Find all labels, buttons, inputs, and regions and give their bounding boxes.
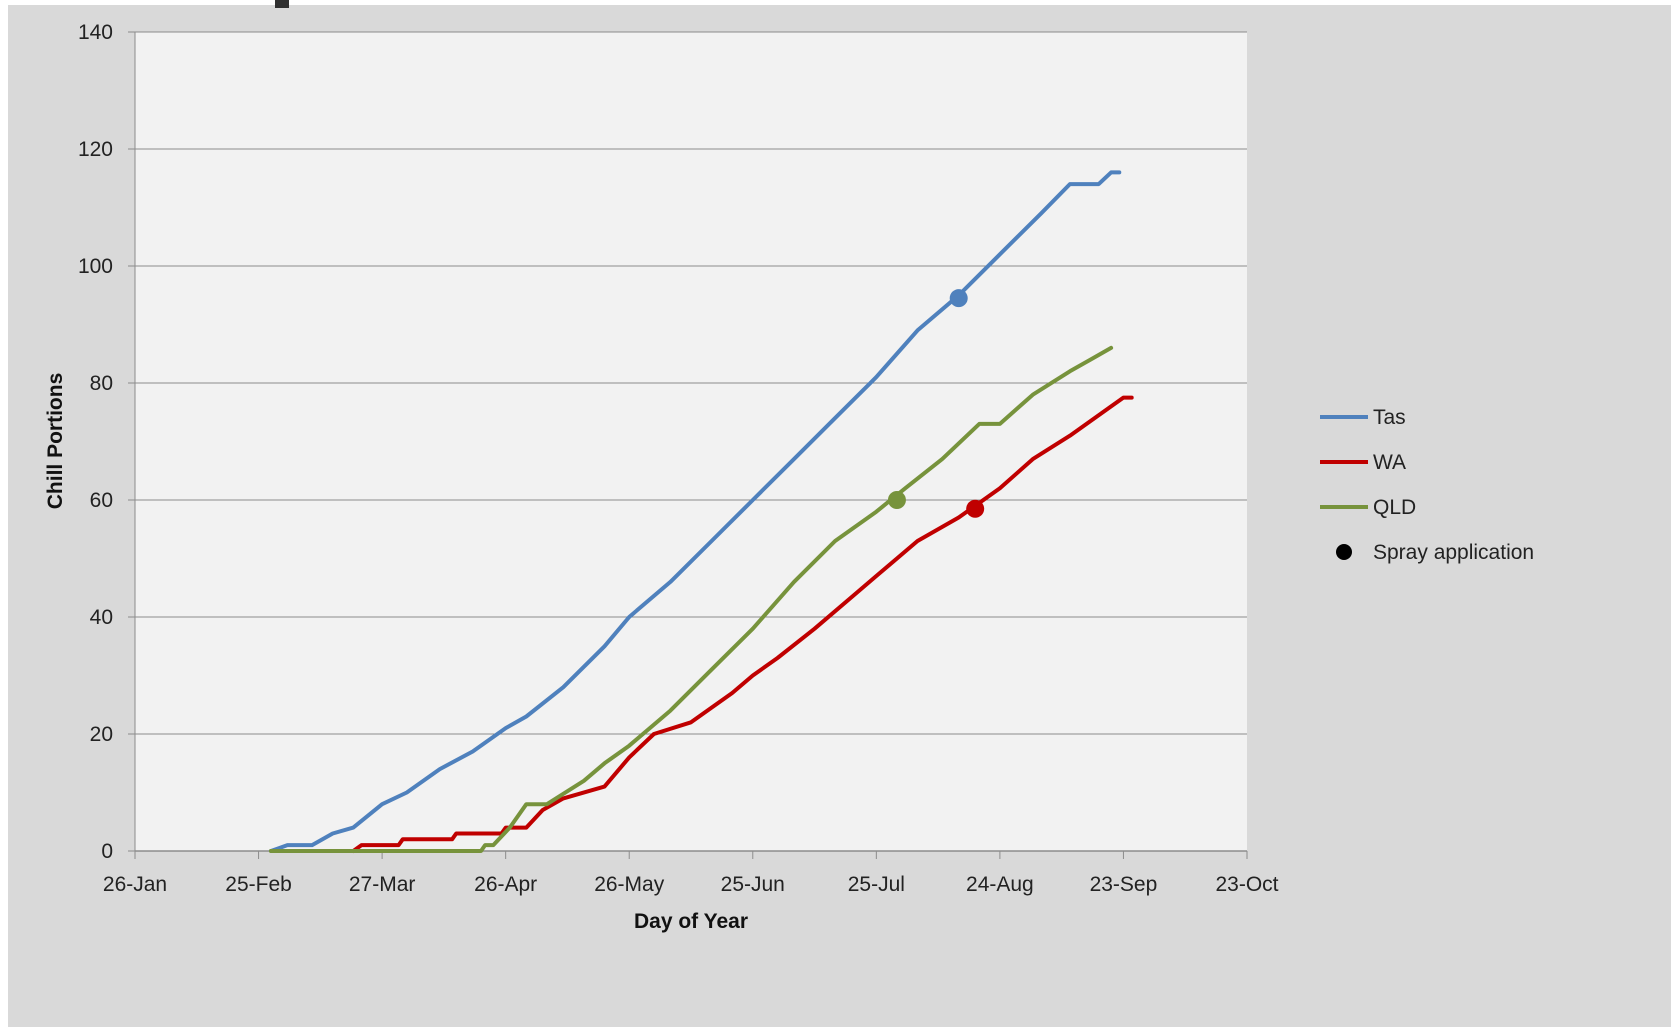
plot-area: [135, 32, 1247, 851]
y-tick-label: 120: [78, 138, 113, 161]
legend-label: QLD: [1373, 496, 1416, 519]
y-tick-label: 80: [90, 372, 113, 395]
x-tick-label: 25-Jul: [848, 873, 905, 896]
spray-marker-tas: [949, 289, 968, 308]
x-tick-label: 27-Mar: [349, 873, 416, 896]
x-tick-label: 24-Aug: [966, 873, 1034, 896]
y-tick-labels: 0 20 40 60 80 100 120 140: [78, 21, 113, 863]
spray-marker-wa: [966, 499, 985, 518]
y-tick-label: 40: [90, 606, 113, 629]
top-edge-mark: [275, 0, 289, 8]
x-tick-label: 25-Feb: [225, 873, 292, 896]
legend: Tas WA QLD Spray application: [1320, 406, 1534, 564]
series-line-wa: [351, 395, 1134, 853]
legend-label: Tas: [1373, 406, 1406, 429]
y-tick-label: 20: [90, 723, 113, 746]
spray-marker-qld: [887, 491, 906, 509]
y-tick-label: 140: [78, 21, 113, 44]
x-tick-label: 26-Apr: [474, 873, 537, 896]
y-tick-label: 60: [90, 489, 113, 512]
legend-marker: [1336, 544, 1352, 560]
x-tick-label: 23-Sep: [1090, 873, 1158, 896]
series-lines: [268, 170, 1134, 853]
legend-label: WA: [1373, 451, 1406, 474]
x-tick-label: 26-May: [594, 873, 665, 896]
x-tick-label: 25-Jun: [721, 873, 785, 896]
y-tick-label: 0: [101, 840, 113, 863]
spray-markers: [887, 289, 985, 518]
x-tick-label: 23-Oct: [1215, 873, 1278, 896]
x-axis-title: Day of Year: [634, 910, 748, 933]
series-line-qld: [268, 345, 1114, 853]
y-tick-label: 100: [78, 255, 113, 278]
x-tick-label: 26-Jan: [103, 873, 167, 896]
legend-label: Spray application: [1373, 541, 1534, 564]
y-axis-title: Chill Portions: [44, 373, 67, 510]
x-axis: 26-Jan 25-Feb 27-Mar 26-Apr 26-May 25-Jun 25-J…: [103, 32, 1279, 896]
gridlines: [128, 31, 1247, 852]
series-line-tas: [268, 170, 1122, 853]
